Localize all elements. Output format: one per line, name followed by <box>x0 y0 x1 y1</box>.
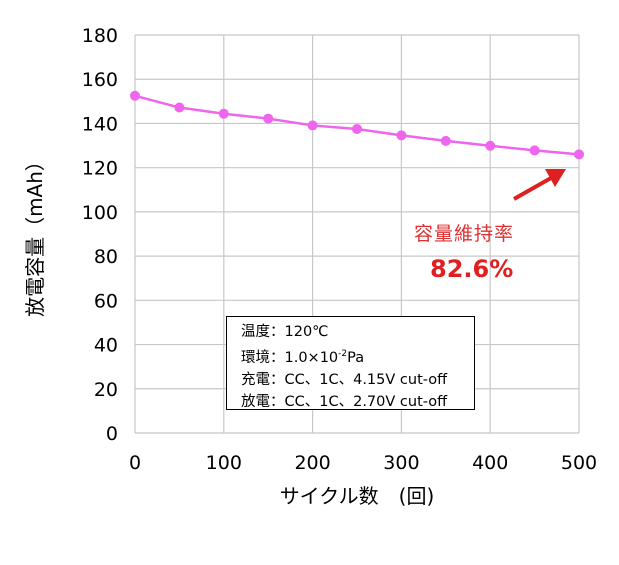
y-tick-labels: 0 20 40 60 80 100 120 140 160 180 <box>82 25 118 445</box>
retention-value: 82.6% <box>430 255 514 283</box>
x-tick-label: 300 <box>383 452 419 474</box>
condition-temperature: 温度：120℃ <box>241 324 329 340</box>
data-point <box>307 120 318 131</box>
y-tick-label: 0 <box>106 423 118 445</box>
x-tick-label: 0 <box>129 452 141 474</box>
y-tick-label: 180 <box>82 25 118 47</box>
data-point <box>574 149 584 160</box>
data-point <box>440 135 451 146</box>
data-point <box>529 145 540 156</box>
x-tick-label: 200 <box>294 452 330 474</box>
x-tick-label: 400 <box>472 452 508 474</box>
data-point <box>263 113 274 124</box>
data-point <box>396 130 407 141</box>
data-point <box>218 108 229 119</box>
x-axis-label: サイクル数 (回) <box>280 484 435 508</box>
condition-environment-unit: Pa <box>347 350 365 366</box>
y-tick-label: 160 <box>82 69 118 91</box>
condition-charge: 充電：CC、1C、4.15V cut-off <box>241 372 448 388</box>
y-tick-label: 140 <box>82 113 118 135</box>
data-point <box>352 123 362 134</box>
condition-environment-exponent: -2 <box>338 349 348 359</box>
arrow-head <box>545 169 566 187</box>
y-tick-label: 120 <box>82 158 118 180</box>
condition-discharge: 放電：CC、1C、2.70V cut-off <box>241 394 448 410</box>
x-tick-labels: 0 100 200 300 400 500 <box>129 452 597 474</box>
data-point <box>174 102 185 113</box>
data-point <box>130 90 140 101</box>
y-tick-label: 60 <box>94 290 118 312</box>
y-tick-label: 20 <box>94 379 118 401</box>
series-layer <box>130 90 584 160</box>
x-tick-label: 500 <box>561 452 597 474</box>
retention-arrow <box>513 169 566 201</box>
y-tick-label: 100 <box>82 202 118 224</box>
x-tick-label: 100 <box>206 452 242 474</box>
y-tick-label: 40 <box>94 335 118 357</box>
condition-environment: 環境：1.0×10-2Pa <box>241 343 474 369</box>
condition-environment-prefix: 環境：1.0×10 <box>241 350 339 366</box>
data-point <box>485 140 496 151</box>
retention-label: 容量維持率 <box>414 223 515 245</box>
y-tick-label: 80 <box>94 246 118 268</box>
conditions-box: 温度：120℃ 環境：1.0×10-2Pa 充電：CC、1C、4.15V cut… <box>226 316 475 410</box>
arrow-shaft <box>513 176 552 201</box>
y-axis-label: 放電容量（mAh） <box>23 151 47 317</box>
